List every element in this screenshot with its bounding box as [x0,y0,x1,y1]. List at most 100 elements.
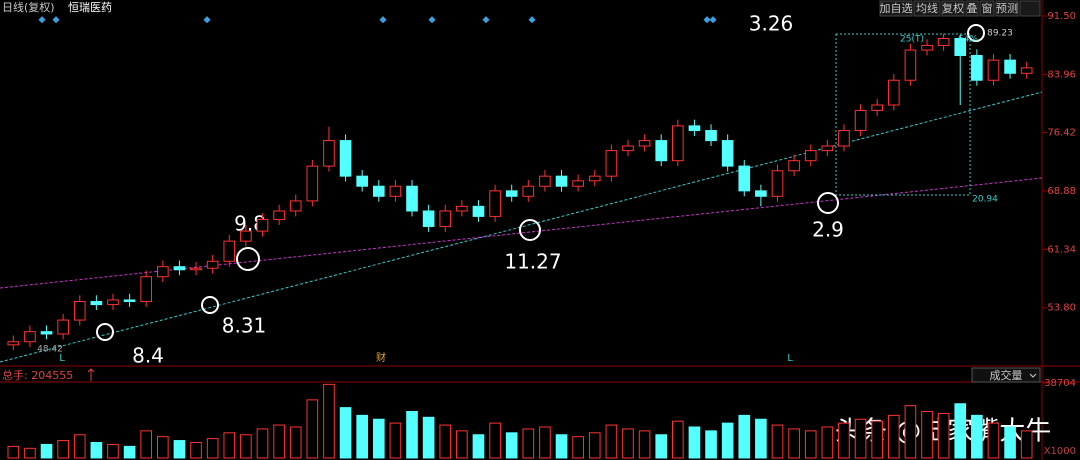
candle-body [555,175,568,187]
toolbar-button-label[interactable]: 复权 [942,1,964,15]
toolbar-button-label[interactable]: 叠 [967,2,978,15]
volume-bar [57,440,69,459]
volume-bar [90,441,103,459]
volume-bar [838,422,850,459]
volume-bar [638,430,651,459]
volume-bar [921,410,933,459]
volume-bar [1020,430,1033,459]
indicator-dropdown[interactable] [971,367,1041,383]
y-tick-label: 68.88 [1047,186,1076,197]
candle-body [7,341,20,346]
toolbar-button[interactable] [995,0,1019,17]
candle-body [838,130,850,147]
volume-bar [223,432,236,459]
annotation: L [59,353,65,364]
volume-bar [821,426,834,459]
volume-bar [289,426,302,459]
candle-body [439,210,452,227]
toolbar-button[interactable] [965,0,979,17]
volume-bar [389,422,402,459]
toolbar-button-label[interactable]: 窗 [982,1,993,15]
volume-bar [406,410,418,459]
volume-title: 总手: 204555 [2,368,73,382]
candle-body [887,79,900,106]
volume-bar [705,430,717,459]
candle-body [339,140,352,177]
candle-body [971,54,983,81]
candle-body [738,165,751,192]
volume-bar [123,445,136,459]
candle-body [389,185,402,197]
candle-body [157,266,169,278]
toolbar-button-label[interactable]: 预测 [996,2,1018,15]
volume-bar [489,422,501,459]
candle-body [937,37,950,46]
y-tick-label: 38704 [1044,378,1076,389]
annotation: 64% [958,35,978,45]
volume-bar [539,426,551,459]
volume-bar [323,383,335,459]
toolbar-button[interactable] [941,0,965,17]
candle-body [306,165,319,202]
candle-body [472,205,485,217]
volume-bar [505,432,518,459]
volume-bar [456,430,468,459]
annotation: 89.23 [987,29,1013,39]
candle-body [921,44,933,51]
candle-body [1004,59,1016,74]
annotation: 8.4 [132,344,164,368]
candle-body [705,130,717,142]
volume-bar [655,434,668,459]
volume-bar [190,441,202,459]
candle-body [871,104,883,111]
volume-bar [771,424,784,459]
candle-body [588,175,601,182]
volume-bar [937,412,950,459]
candle-body [954,37,967,56]
volume-bar [788,428,800,459]
candle-body [721,140,734,167]
volume-unit: X1000 [1044,446,1076,457]
annotation: 25(T) [900,35,924,45]
candle-body [40,331,53,335]
candle-body [107,299,119,306]
candle-body [289,200,302,212]
y-tick-label: 53.80 [1047,303,1076,314]
up-arrow-icon [87,368,95,381]
volume-bar [173,440,186,459]
candle-body [406,185,418,212]
period-label: 日线(复权) [2,0,55,14]
candle-body [622,145,634,152]
toolbar-button[interactable] [1019,0,1041,17]
volume-bar [738,414,751,459]
volume-bar [887,414,900,459]
volume-bar [622,428,634,459]
volume-bar [372,418,385,459]
volume-bar [987,422,1000,459]
volume-bar [356,414,368,459]
candle-body [356,175,368,187]
toolbar-button[interactable] [979,0,995,17]
y-tick-label: 83.96 [1047,69,1076,80]
annotation: 财 [376,351,386,364]
toolbar-button[interactable] [913,0,941,17]
annotation: 48.42 [37,345,63,355]
candle-body [688,125,701,132]
volume-bar [339,407,352,459]
toolbar-button-label[interactable]: 加自选 [880,2,913,15]
candle-body [372,185,385,197]
volume-bar [256,428,269,459]
annotation: L [787,353,793,364]
candle-body [24,331,36,343]
volume-bar [555,434,568,459]
candle-body [1020,67,1033,74]
toolbar-button-label[interactable]: 均线 [916,1,938,15]
volume-bar [24,447,36,459]
candle-body [73,300,86,321]
indicator-name[interactable]: 成交量 [990,368,1023,382]
toolbar-button[interactable] [879,0,913,17]
y-tick-label: 91.50 [1047,11,1076,22]
volume-bar [472,434,485,459]
